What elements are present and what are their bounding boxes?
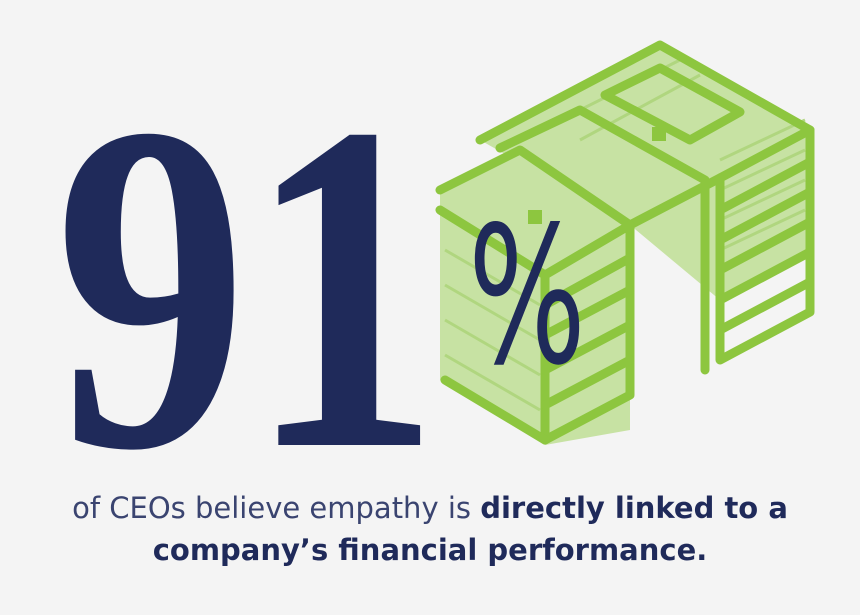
illustration-part bbox=[579, 73, 701, 142]
illustration-part bbox=[719, 148, 806, 192]
front-stack-body bbox=[440, 150, 630, 445]
illustration-part bbox=[715, 247, 815, 305]
illustration-part bbox=[719, 208, 806, 252]
bill-dot bbox=[652, 127, 666, 141]
front-stack-side bbox=[540, 220, 635, 445]
illustration-part bbox=[715, 187, 815, 245]
bill-dot bbox=[528, 210, 542, 224]
illustration-part bbox=[444, 283, 541, 342]
caption-line: company’s financial performance. bbox=[153, 533, 708, 567]
caption-line: of CEOs believe empathy is directly link… bbox=[72, 491, 788, 525]
illustration-part bbox=[540, 355, 635, 410]
caption-bold: company’s financial performance. bbox=[153, 533, 708, 567]
bill-emblem bbox=[600, 63, 745, 145]
illustration-part bbox=[540, 285, 635, 340]
band bbox=[495, 105, 710, 375]
illustration-part bbox=[719, 118, 806, 162]
headline-unit: % bbox=[468, 186, 586, 407]
illustration-part bbox=[444, 318, 541, 377]
caption-plain: of CEOs believe empathy is bbox=[72, 491, 471, 525]
illustration-part bbox=[715, 277, 815, 335]
illustration-part bbox=[444, 353, 541, 412]
illustration-part bbox=[440, 375, 550, 445]
caption-bold: directly linked to a bbox=[480, 491, 788, 525]
headline-number: 91 bbox=[55, 26, 440, 547]
illustration-part bbox=[719, 178, 806, 222]
illustration-part bbox=[540, 320, 635, 375]
illustration-part bbox=[444, 248, 541, 307]
illustration-part bbox=[540, 253, 635, 310]
money-stack-illustration bbox=[435, 40, 815, 445]
illustration-part bbox=[715, 157, 815, 215]
illustration-part bbox=[715, 217, 815, 275]
